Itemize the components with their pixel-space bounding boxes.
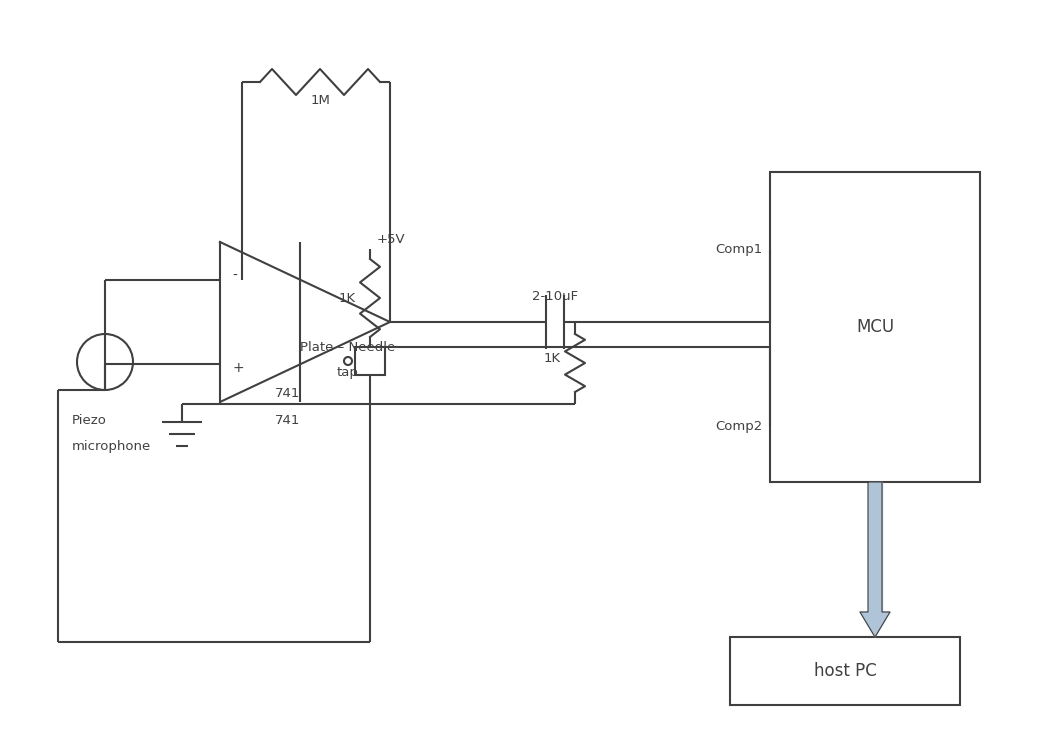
Text: tap: tap bbox=[337, 366, 359, 379]
Text: microphone: microphone bbox=[72, 440, 151, 453]
Text: 741: 741 bbox=[275, 414, 301, 427]
Text: 1M: 1M bbox=[310, 94, 330, 107]
Text: Plate – Needle: Plate – Needle bbox=[300, 341, 395, 354]
Text: +5V: +5V bbox=[377, 233, 406, 246]
Bar bbox=[355, 347, 385, 375]
Text: Comp1: Comp1 bbox=[715, 243, 763, 256]
Text: 741: 741 bbox=[275, 387, 301, 400]
Text: Piezo: Piezo bbox=[72, 414, 107, 427]
Text: Comp2: Comp2 bbox=[715, 420, 763, 433]
Text: 2-10uF: 2-10uF bbox=[532, 290, 578, 303]
Polygon shape bbox=[860, 612, 890, 637]
Text: MCU: MCU bbox=[856, 318, 894, 336]
Text: +: + bbox=[232, 361, 243, 375]
Text: 1K: 1K bbox=[339, 291, 356, 305]
Text: host PC: host PC bbox=[813, 662, 876, 680]
Bar bbox=[730, 637, 960, 705]
Polygon shape bbox=[868, 482, 882, 612]
Text: -: - bbox=[232, 269, 237, 283]
Bar bbox=[770, 172, 980, 482]
Text: 1K: 1K bbox=[544, 352, 561, 365]
